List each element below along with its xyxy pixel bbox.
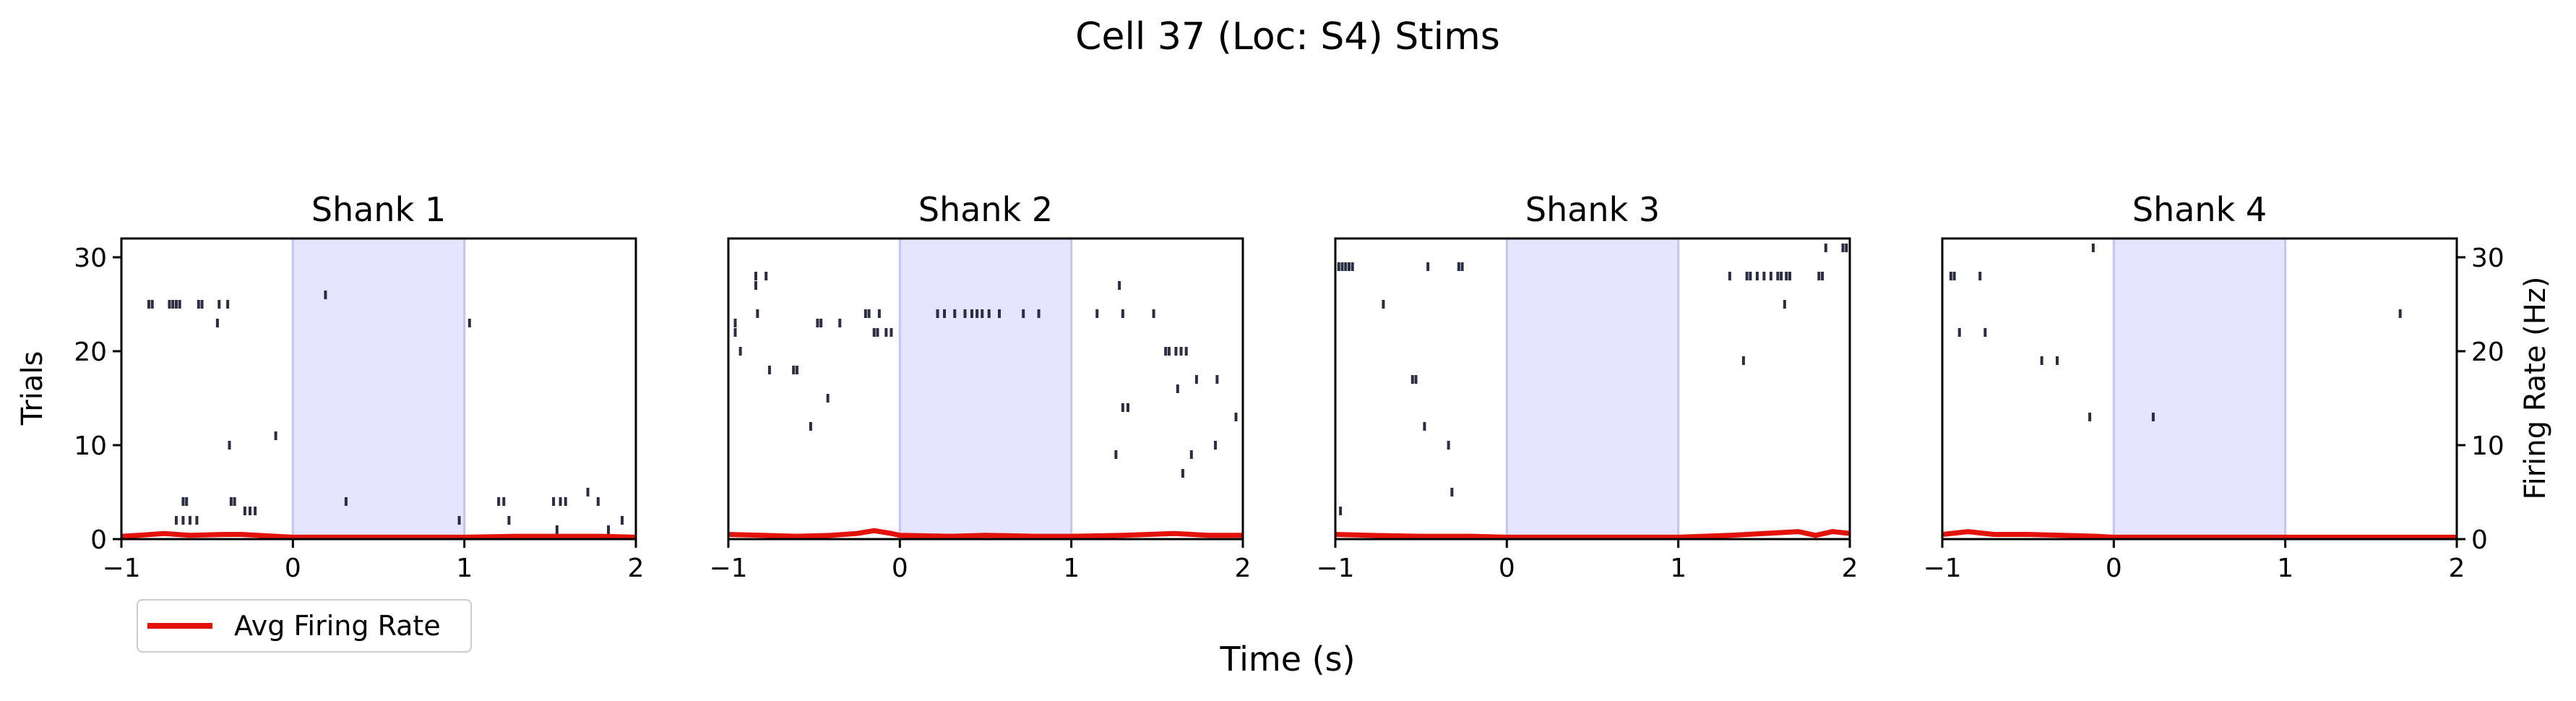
panel-title: Shank 4 — [2132, 190, 2267, 229]
x-tick-label: 0 — [285, 554, 301, 583]
x-tick-label: 2 — [1842, 554, 1858, 583]
legend: Avg Firing Rate — [137, 599, 472, 653]
plot-frame — [1941, 237, 2458, 541]
avg-firing-rate-line — [728, 528, 1243, 539]
x-tick-label: 0 — [1499, 554, 1515, 583]
y-axis-label-trials: Trials — [16, 351, 49, 426]
x-tick-label: 2 — [1235, 554, 1252, 583]
x-tick-label: 2 — [2449, 554, 2465, 583]
x-tick-label: −1 — [709, 554, 747, 583]
x-tick-label: 0 — [892, 554, 908, 583]
stim-window — [2112, 237, 2287, 541]
y-axis-label-firing-rate: Firing Rate (Hz) — [2519, 277, 2552, 500]
panel-title: Shank 3 — [1525, 190, 1660, 229]
avg-firing-rate-line — [1942, 529, 2457, 539]
panel-title: Shank 1 — [311, 190, 446, 229]
y-tick-label: 30 — [2471, 244, 2504, 273]
plot-frame — [1334, 237, 1851, 541]
stim-window — [1505, 237, 1680, 541]
legend-box — [137, 599, 472, 653]
stim-window — [291, 237, 466, 541]
x-tick-label: −1 — [1316, 554, 1354, 583]
y-tick-label: 30 — [74, 244, 107, 273]
panel-shank-2: Shank 2 −1 0 1 2 — [709, 190, 1251, 583]
x-tick-label: −1 — [1923, 554, 1961, 583]
legend-label: Avg Firing Rate — [234, 610, 441, 642]
panel-title: Shank 2 — [918, 190, 1053, 229]
y-tick-label: 0 — [90, 525, 107, 555]
avg-firing-rate-line — [121, 530, 636, 539]
x-tick-label: 0 — [2106, 554, 2122, 583]
y-tick-label: 10 — [2471, 431, 2504, 461]
figure-title: Cell 37 (Loc: S4) Stims — [1075, 15, 1500, 59]
x-tick-label: 2 — [628, 554, 645, 583]
y-tick-label: 0 — [2471, 525, 2488, 555]
x-tick-label: −1 — [102, 554, 140, 583]
stim-window — [898, 237, 1073, 541]
x-tick-label: 1 — [2277, 554, 2293, 583]
x-tick-label: 1 — [1063, 554, 1080, 583]
x-tick-label: 1 — [1670, 554, 1687, 583]
x-tick-label: 1 — [456, 554, 473, 583]
plot-frame — [120, 237, 637, 541]
avg-firing-rate-line — [1335, 529, 1850, 539]
panel-shank-3: Shank 3 −1 0 1 2 — [1316, 190, 1858, 583]
plot-frame — [727, 237, 1244, 541]
y-tick-label: 20 — [74, 337, 107, 367]
y-tick-label: 20 — [2471, 337, 2504, 367]
y-tick-label: 10 — [74, 431, 107, 461]
x-axis-label: Time (s) — [1219, 640, 1355, 679]
